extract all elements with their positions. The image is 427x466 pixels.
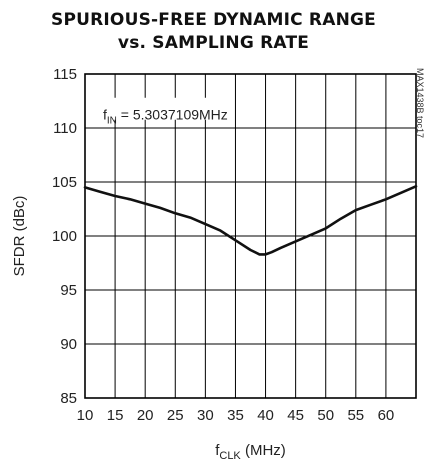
x-tick-label: 35 xyxy=(227,407,244,424)
sfdr-series-line xyxy=(83,185,418,256)
x-tick-label: 60 xyxy=(378,407,395,424)
y-axis-label: SFDR (dBc) xyxy=(11,196,28,277)
y-tick-label: 100 xyxy=(52,228,77,245)
x-axis-label: fCLK (MHz) xyxy=(215,442,286,462)
x-tick-label: 40 xyxy=(257,407,274,424)
x-tick-label: 45 xyxy=(287,407,304,424)
chart-title-line-2: vs. SAMPLING RATE xyxy=(117,33,310,53)
x-tick-label: 15 xyxy=(107,407,124,424)
y-tick-label: 110 xyxy=(53,120,77,137)
chart-title-line-1: SPURIOUS-FREE DYNAMIC RANGE xyxy=(51,10,376,30)
plot-frame xyxy=(84,73,417,399)
y-tick-label: 85 xyxy=(60,390,77,407)
x-tick-label: 10 xyxy=(77,407,94,424)
y-tick-label: 105 xyxy=(52,174,77,191)
figure-id-label: MAX1438B toc17 xyxy=(415,68,425,139)
x-tick-label: 50 xyxy=(317,407,334,424)
y-tick-label: 95 xyxy=(60,282,77,299)
y-tick-label: 90 xyxy=(60,336,77,353)
y-tick-label: 115 xyxy=(53,66,77,83)
x-tick-label: 20 xyxy=(137,407,154,424)
fin-annotation: fIN = 5.3037109MHz xyxy=(103,106,228,126)
x-tick-label: 25 xyxy=(167,407,184,424)
annotation-background xyxy=(101,97,233,120)
x-tick-label: 55 xyxy=(347,407,364,424)
x-tick-label: 30 xyxy=(197,407,214,424)
